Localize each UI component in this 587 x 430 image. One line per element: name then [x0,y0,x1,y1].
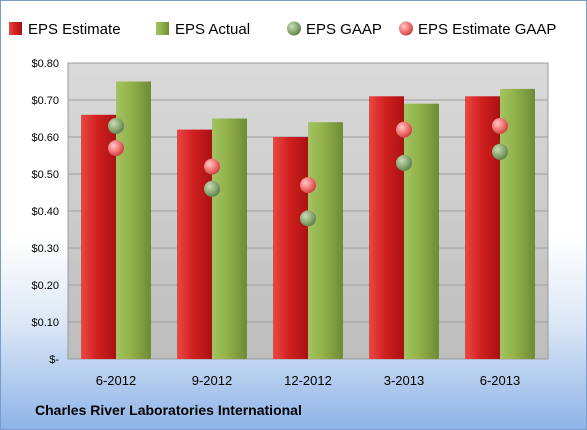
eps-estimate-gaap-point [108,140,124,157]
eps-gaap-point [396,154,412,171]
y-tick-label: $0.10 [31,317,59,329]
x-tick-label: 9-2012 [192,373,232,388]
eps-estimate-gaap-point [396,121,412,138]
y-tick-label: $0.30 [31,243,59,255]
eps-actual-bar [212,118,247,359]
eps-gaap-point [204,180,220,197]
legend-label: EPS GAAP [306,21,382,38]
y-tick-label: $0.40 [31,206,59,218]
eps-estimate-gaap-point [492,117,508,134]
eps-actual-bar [500,88,535,360]
legend-swatch-eps-estimate [9,22,22,35]
legend-swatch-eps-gaap [287,21,301,36]
y-tick-label: $0.80 [31,58,59,70]
x-tick-label: 6-2013 [480,373,520,388]
x-tick-label: 12-2012 [284,373,332,388]
y-tick-label: $0.70 [31,95,59,107]
eps-estimate-gaap-point [204,158,220,175]
y-tick-label: $0.60 [31,132,59,144]
legend-label: EPS Estimate [28,21,121,38]
x-tick-label: 6-2012 [96,373,136,388]
eps-gaap-point [492,143,508,160]
y-tick-label: $0.20 [31,280,59,292]
y-tick-label: $0.50 [31,169,59,181]
x-tick-label: 3-2013 [384,373,424,388]
eps-actual-bar [308,122,343,359]
legend-label: EPS Actual [175,21,250,38]
legend-label: EPS Estimate GAAP [418,21,556,38]
y-tick-label: $- [49,354,59,366]
legend-swatch-eps-actual [156,22,169,35]
eps-estimate-bar [465,96,500,360]
eps-estimate-bar [81,114,116,359]
eps-actual-bar [404,103,439,359]
legend-swatch-eps-estimate-gaap [399,21,413,36]
eps-estimate-gaap-point [300,177,316,194]
eps-gaap-point [108,117,124,134]
eps-gaap-point [300,210,316,227]
eps-estimate-bar [273,137,308,359]
eps-estimate-bar [369,96,404,360]
company-name: Charles River Laboratories International [35,402,302,418]
